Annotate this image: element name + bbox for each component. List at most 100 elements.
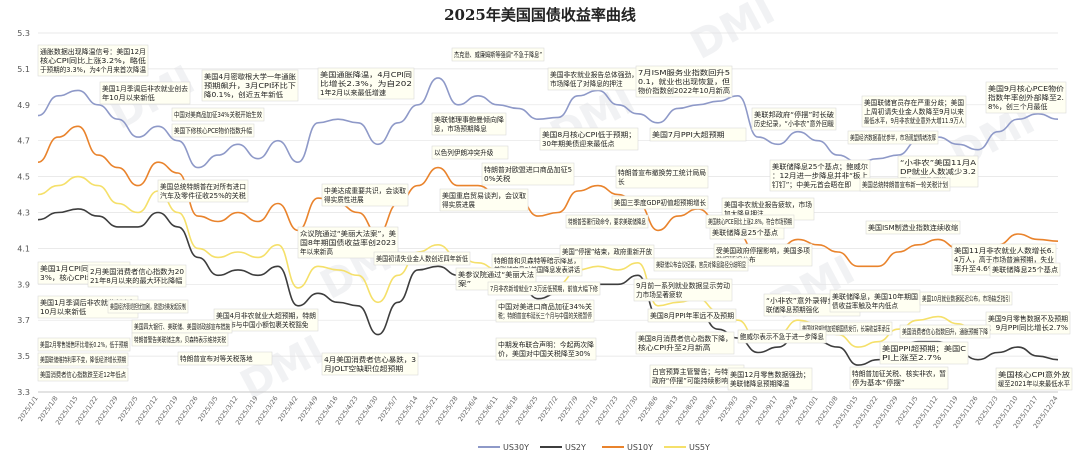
annotation-line: 美国总统特朗普宣布新一轮关税计划: [862, 180, 948, 189]
annotation-line: 0.1，就业也出现恢复，但: [638, 77, 730, 86]
annotation: 中期发布联合声明：今起两次降价，美国对中国关税降至30%: [495, 337, 597, 361]
annotation-line: 美国三季度GDP初值超预期增长: [614, 198, 706, 207]
annotation-line: 3%，核心CPI增速至3.4%: [40, 273, 129, 282]
annotation-line: 历史纪录，“小非农”意外回暖: [754, 119, 834, 128]
annotation-box: [847, 130, 939, 145]
annotation-text: 美国重启贸易谈判，会议取得实质进展: [442, 191, 526, 209]
annotation: 特朗普宣布对等关税落地: [177, 351, 273, 366]
annotation-line: 比增长2.3%，为自202: [320, 79, 412, 88]
annotation-text: 4月美国消费者信心暴跌，3 月JOLT空缺职位超预期: [324, 355, 416, 373]
annotation: 美国经济衰退担忧加剧，欧盟对美发起反制: [107, 299, 189, 314]
annotation-line: 美国初请失业金人数创近四年新低: [376, 254, 468, 263]
annotation-text: 美国下修核心PCE物价指数升幅: [174, 126, 252, 135]
annotation-text: 以色列伊朗冲突升级: [434, 148, 494, 157]
annotation-text: 美国9月零售数据不及预期；9月PPI同比增长2.7%: [988, 314, 1069, 332]
annotation-text: 美国7月PPI大超预期: [652, 130, 725, 139]
annotation-layer: 通胀数据出现降温信号：美国12月核心CPI同比上涨3.2%，略低于预期的3.3%…: [37, 44, 1073, 391]
legend-label: US5Y: [689, 443, 710, 452]
annotation-line: 美国消费者信心指数回升，通胀预期下降: [902, 327, 988, 336]
annotation-line: 力市场显著疲软: [636, 290, 682, 299]
annotation-box: [37, 367, 129, 382]
series-line-us10y: [37, 125, 1059, 268]
annotation-text: 美国10月就业数据延迟公布，市场缺乏指引: [922, 294, 1010, 303]
annotation: 以色列伊朗冲突升级: [431, 145, 509, 160]
annotation-text: 特朗普警告美联储主席，贝森特表示维持关税: [134, 335, 226, 344]
annotation-line: 美国非农就业报告总体强劲，: [550, 70, 638, 79]
annotation-text: 美国12月零售数据强劲；美联储降息预期降温: [730, 370, 810, 388]
annotation: 鲍威尔表示不急于进一步降息: [737, 329, 827, 344]
annotation-line: 预期飙升，3月CPI环比下: [204, 81, 296, 90]
annotation-text: 美联储理事鲍曼倾向降息，市场预期降息: [434, 115, 504, 133]
annotation-line: 美国1月CPI同比增速升至: [40, 264, 128, 273]
watermark-text: DMI: [683, 0, 782, 69]
annotation-text: “小非农”意外录得负值，美联储降息预期强化: [766, 296, 858, 314]
annotation-line: 美国非农就业报告疲软，市场: [724, 200, 812, 209]
annotation-line: 美国财政部增加短期国债发行，长端收益率承压: [802, 324, 890, 333]
annotation-line: 美国ISM制造业指数连续收缩: [868, 223, 958, 232]
annotation-text: 美国4月非农就业大超预期，特朗普宣布与中国小额包裹关税豁免: [216, 311, 316, 329]
annotation-text: 美国消费者信心指数跌至近12年低点: [40, 370, 126, 379]
annotation-line: 美国四大银行、美联储、美国财政部宣布措施: [134, 322, 230, 331]
legend: US30Y US2Y US10Y US5Y: [478, 443, 710, 452]
annotation: 美国8月PPI年率远不及预期: [647, 308, 737, 323]
annotation-text: 美联储降息，美国10年期国债收益率触及年内低点: [832, 292, 918, 310]
annotation-box: [865, 220, 961, 235]
annotation: 7月ISM服务业指数回升5 0.1，就业也出现恢复，但物价指数创2022年10月新…: [635, 65, 733, 98]
annotation-line: 市场降低了对降息的押注: [550, 79, 623, 88]
annotation-line: 众议院通过“美丽大法案”，美: [300, 229, 396, 238]
annotation-text: 2月美国消费者信心指数为20 21年8月以来的最大环比降幅: [90, 267, 184, 285]
annotation-line: 核心CPI同比上涨3.2%，略低: [40, 56, 146, 65]
annotation-box: [157, 179, 249, 203]
annotation-line: 4月美国消费者信心暴跌，3: [324, 355, 416, 364]
annotation: 9月前一系列就业数据显示劳动力市场显著疲软: [633, 278, 733, 302]
annotation-box: [487, 281, 601, 296]
annotation-box: [985, 81, 1067, 114]
annotation-text: 美国非农就业报告总体强劲，市场降低了对降息的押注: [550, 70, 638, 88]
annotation-line: ：12月进一步降息并非“板上: [772, 171, 868, 180]
annotation-box: [171, 107, 265, 122]
annotation-box: [727, 367, 813, 391]
annotation-line: 税；特朗普宣布延长三个月与中国的关税暂停: [498, 311, 592, 320]
annotation: 美联储降息25个基点；鲍威尔：12月进一步降息并非“板上钉钉”；中美元首会晤在即: [769, 159, 871, 192]
y-tick-label: 3.9: [17, 280, 30, 289]
annotation: 美国下修核心PCE物价指数升幅: [171, 123, 255, 138]
annotation-text: 美国消费者信心指数回升，通胀预期下降: [902, 327, 988, 336]
annotation-box: [769, 159, 871, 192]
annotation: 美国通胀降温，4月CPI同比增长2.3%，为自202 1年2月以来最低增速: [317, 67, 415, 100]
annotation-box: [737, 329, 827, 344]
annotation-line: PI上涨至2.7%: [882, 353, 942, 362]
annotation: 特朗普警告美联储主席，贝森特表示维持关税: [131, 332, 229, 347]
annotation-box: [37, 337, 131, 352]
annotation-box: [615, 165, 709, 189]
legend-label: US30Y: [503, 443, 529, 452]
annotation-box: [559, 244, 655, 259]
annotation-line: 美联储降息25个基点；鲍威尔: [772, 162, 868, 171]
annotation-line: 中期发布联合声明：今起两次降: [498, 340, 594, 349]
annotation-box: [373, 251, 471, 266]
annotation-box: [565, 214, 649, 229]
annotation-line: 美联储公布会议纪要，官员对降息路径分歧明显: [656, 260, 746, 269]
annotation-box: [919, 291, 1013, 306]
annotation-line: 通胀数据出现降温信号：美国12月: [40, 47, 146, 56]
annotation-line: 美国2月零售销售环比增长0.2%，低于预期: [40, 340, 128, 349]
y-axis: 3.3 3.5 3.7 3.9 4.1 4.3 4.5 4.7 4.9 5.1 5.3: [17, 29, 30, 397]
annotation-box: [495, 337, 597, 361]
annotation-line: 美国下修核心PCE物价指数升幅: [174, 126, 252, 135]
annotation-line: 长: [618, 177, 625, 186]
annotation-line: 得实质性进展: [324, 195, 364, 204]
annotation-text: 特朗普宣布对等关税落地: [180, 354, 253, 363]
annotation-line: 中美达成重要共识，会谈取: [324, 186, 406, 195]
annotation: 中国对美进口商品加征34%关税；特朗普宣布延长三个月与中国的关税暂停: [495, 299, 595, 323]
annotation-text: 美国核心CPI意外放缓至2021年以来最低水平: [998, 370, 1070, 388]
annotation-line: 美国核心CPI意外放: [998, 370, 1070, 379]
annotation-box: [201, 69, 299, 102]
annotation-text: 美国ISM制造业指数连续收缩: [868, 223, 958, 232]
annotation-line: 美国联储维持利率不变，降低经济增长预期: [40, 355, 126, 364]
annotation-box: [317, 67, 415, 100]
annotation-text: 美国总统特朗普宣布新一轮关税计划: [862, 180, 948, 189]
annotation-line: 加大降息押注: [724, 209, 764, 218]
annotation-line: 美国1月季调后非农就业创去年: [40, 298, 136, 307]
annotation-line: 美联邦政府“停摆”时长破: [754, 110, 834, 119]
annotation-box: [985, 311, 1071, 335]
